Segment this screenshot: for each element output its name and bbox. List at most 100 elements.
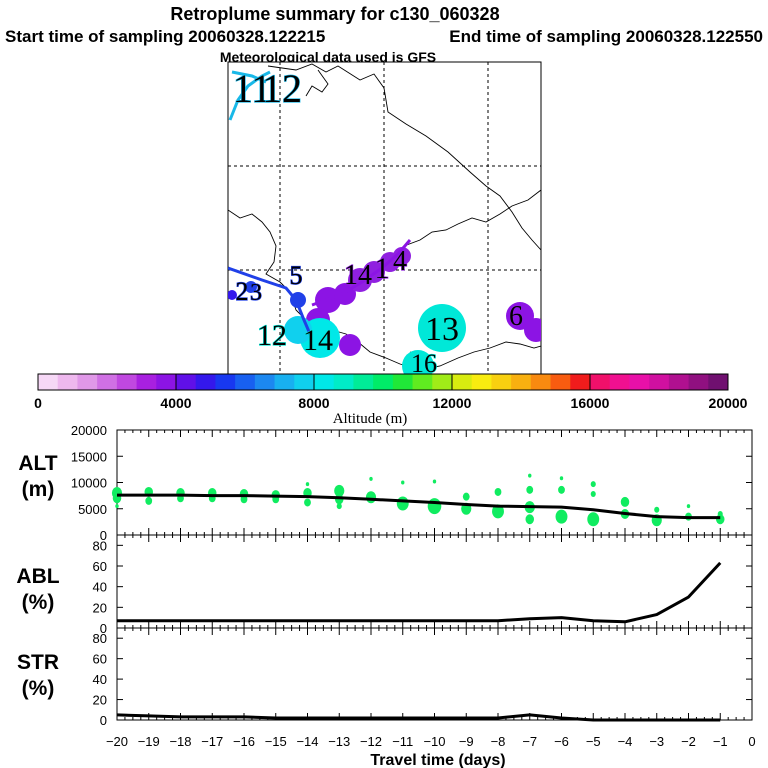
trajectory-line — [311, 239, 412, 307]
trajectory-line — [228, 70, 271, 121]
x-tick-label: −6 — [554, 734, 569, 749]
panel-str: 0 20 40 60 80 STR (%) — [17, 627, 753, 728]
panel-frame — [116, 627, 753, 721]
panel-label: STR — [17, 651, 59, 674]
scatter-point — [401, 480, 405, 485]
plume-dot — [228, 290, 237, 300]
cluster-label: 13 — [425, 311, 459, 348]
scatter-point — [558, 485, 565, 494]
scatter-point — [432, 479, 437, 484]
colorbar-swatch — [609, 374, 630, 390]
scatter-point — [462, 492, 470, 501]
x-tick-label: −8 — [491, 734, 506, 749]
series-line — [117, 561, 722, 624]
panel-frame — [116, 534, 753, 629]
colorbar-swatch — [57, 374, 78, 390]
y-tick-label: 5000 — [78, 502, 107, 517]
figure-title: Retroplume summary for c130_060328 — [170, 4, 499, 24]
scatter-point — [305, 482, 310, 487]
scatter-point — [494, 487, 502, 496]
scatter-point — [336, 503, 342, 510]
colorbar-label: Altitude (m) — [333, 411, 408, 427]
x-tick-label: −9 — [459, 734, 474, 749]
colorbar-swatch — [511, 374, 532, 390]
colorbar-swatch — [649, 374, 670, 390]
x-tick-label: −5 — [586, 734, 601, 749]
x-tick-label: −2 — [681, 734, 696, 749]
panel-label: ALT — [18, 452, 57, 475]
cluster-label: 5 — [290, 261, 303, 290]
colorbar-swatch — [176, 374, 197, 390]
plume-dot — [418, 304, 466, 352]
x-tick-label: −3 — [649, 734, 664, 749]
x-tick-label: −10 — [423, 734, 445, 749]
cluster-label: 4 — [393, 246, 407, 277]
panel-unit: (m) — [22, 478, 55, 501]
plume-dot — [339, 334, 361, 356]
x-tick-label: −4 — [618, 734, 633, 749]
colorbar-tick-label: 12000 — [433, 395, 472, 411]
plume-dot — [245, 281, 257, 293]
y-tick-label: 60 — [93, 652, 107, 667]
plume-dot — [402, 350, 434, 374]
cluster-label: 14 — [303, 324, 333, 357]
panel-unit: (%) — [22, 591, 55, 614]
scatter-point — [716, 514, 725, 525]
scatter-point — [528, 473, 532, 478]
x-tick-label: −19 — [138, 734, 160, 749]
end-time-label: End time of sampling 20060328.122550 — [449, 27, 763, 46]
panel-label: ABL — [16, 565, 59, 588]
colorbar-swatch — [688, 374, 709, 390]
colorbar-swatch — [156, 374, 177, 390]
cluster-label: 14 — [344, 260, 372, 291]
colorbar-swatch — [570, 374, 591, 390]
x-tick-label: −12 — [360, 734, 382, 749]
y-tick-label: 15000 — [71, 449, 107, 464]
colorbar-swatch — [708, 374, 729, 390]
x-tick-label: −11 — [392, 734, 413, 749]
colorbar-swatch — [235, 374, 256, 390]
colorbar-swatch — [314, 374, 335, 390]
plume-trajectories — [228, 70, 541, 374]
y-tick-label: 0 — [100, 621, 107, 636]
scatter-point — [369, 476, 373, 481]
y-tick-label: 80 — [93, 538, 107, 553]
x-tick-label: −16 — [233, 734, 255, 749]
x-tick-label: −1 — [713, 734, 728, 749]
series-line — [117, 493, 721, 520]
y-tick-label: 10000 — [71, 476, 107, 491]
colorbar-swatch — [590, 374, 611, 390]
y-tick-label: 0 — [100, 713, 107, 728]
colorbar-swatch — [215, 374, 236, 390]
x-tick-label: −15 — [265, 734, 287, 749]
scatter-point — [115, 504, 119, 509]
y-tick-label: 0 — [100, 528, 107, 543]
x-tick-label: 0 — [748, 734, 755, 749]
x-tick-label: −18 — [169, 734, 191, 749]
y-tick-label: 20 — [93, 600, 107, 615]
colorbar-swatch — [136, 374, 157, 390]
cluster-label: 12 — [257, 319, 287, 352]
plume-dot — [393, 247, 411, 265]
y-tick-label: 60 — [93, 559, 107, 574]
scatter-point — [526, 485, 534, 494]
x-tick-label: −7 — [522, 734, 537, 749]
trajectory-line — [228, 266, 312, 335]
colorbar-tick-label: 20000 — [709, 395, 748, 411]
scatter-point — [396, 496, 409, 511]
colorbar-swatch — [629, 374, 650, 390]
colorbar-swatch — [452, 374, 473, 390]
colorbar-swatch — [373, 374, 394, 390]
colorbar-swatch — [254, 374, 275, 390]
colorbar-swatch — [550, 374, 571, 390]
cluster-label: 1 — [375, 252, 390, 285]
x-tick-label: −14 — [296, 734, 318, 749]
colorbar-swatch — [432, 374, 453, 390]
colorbar-swatch — [412, 374, 433, 390]
cluster-label: 6 — [509, 301, 523, 332]
plume-dot — [524, 318, 541, 342]
colorbar-swatch — [77, 374, 98, 390]
cluster-label: 2 — [236, 277, 249, 306]
scatter-point — [492, 504, 504, 519]
